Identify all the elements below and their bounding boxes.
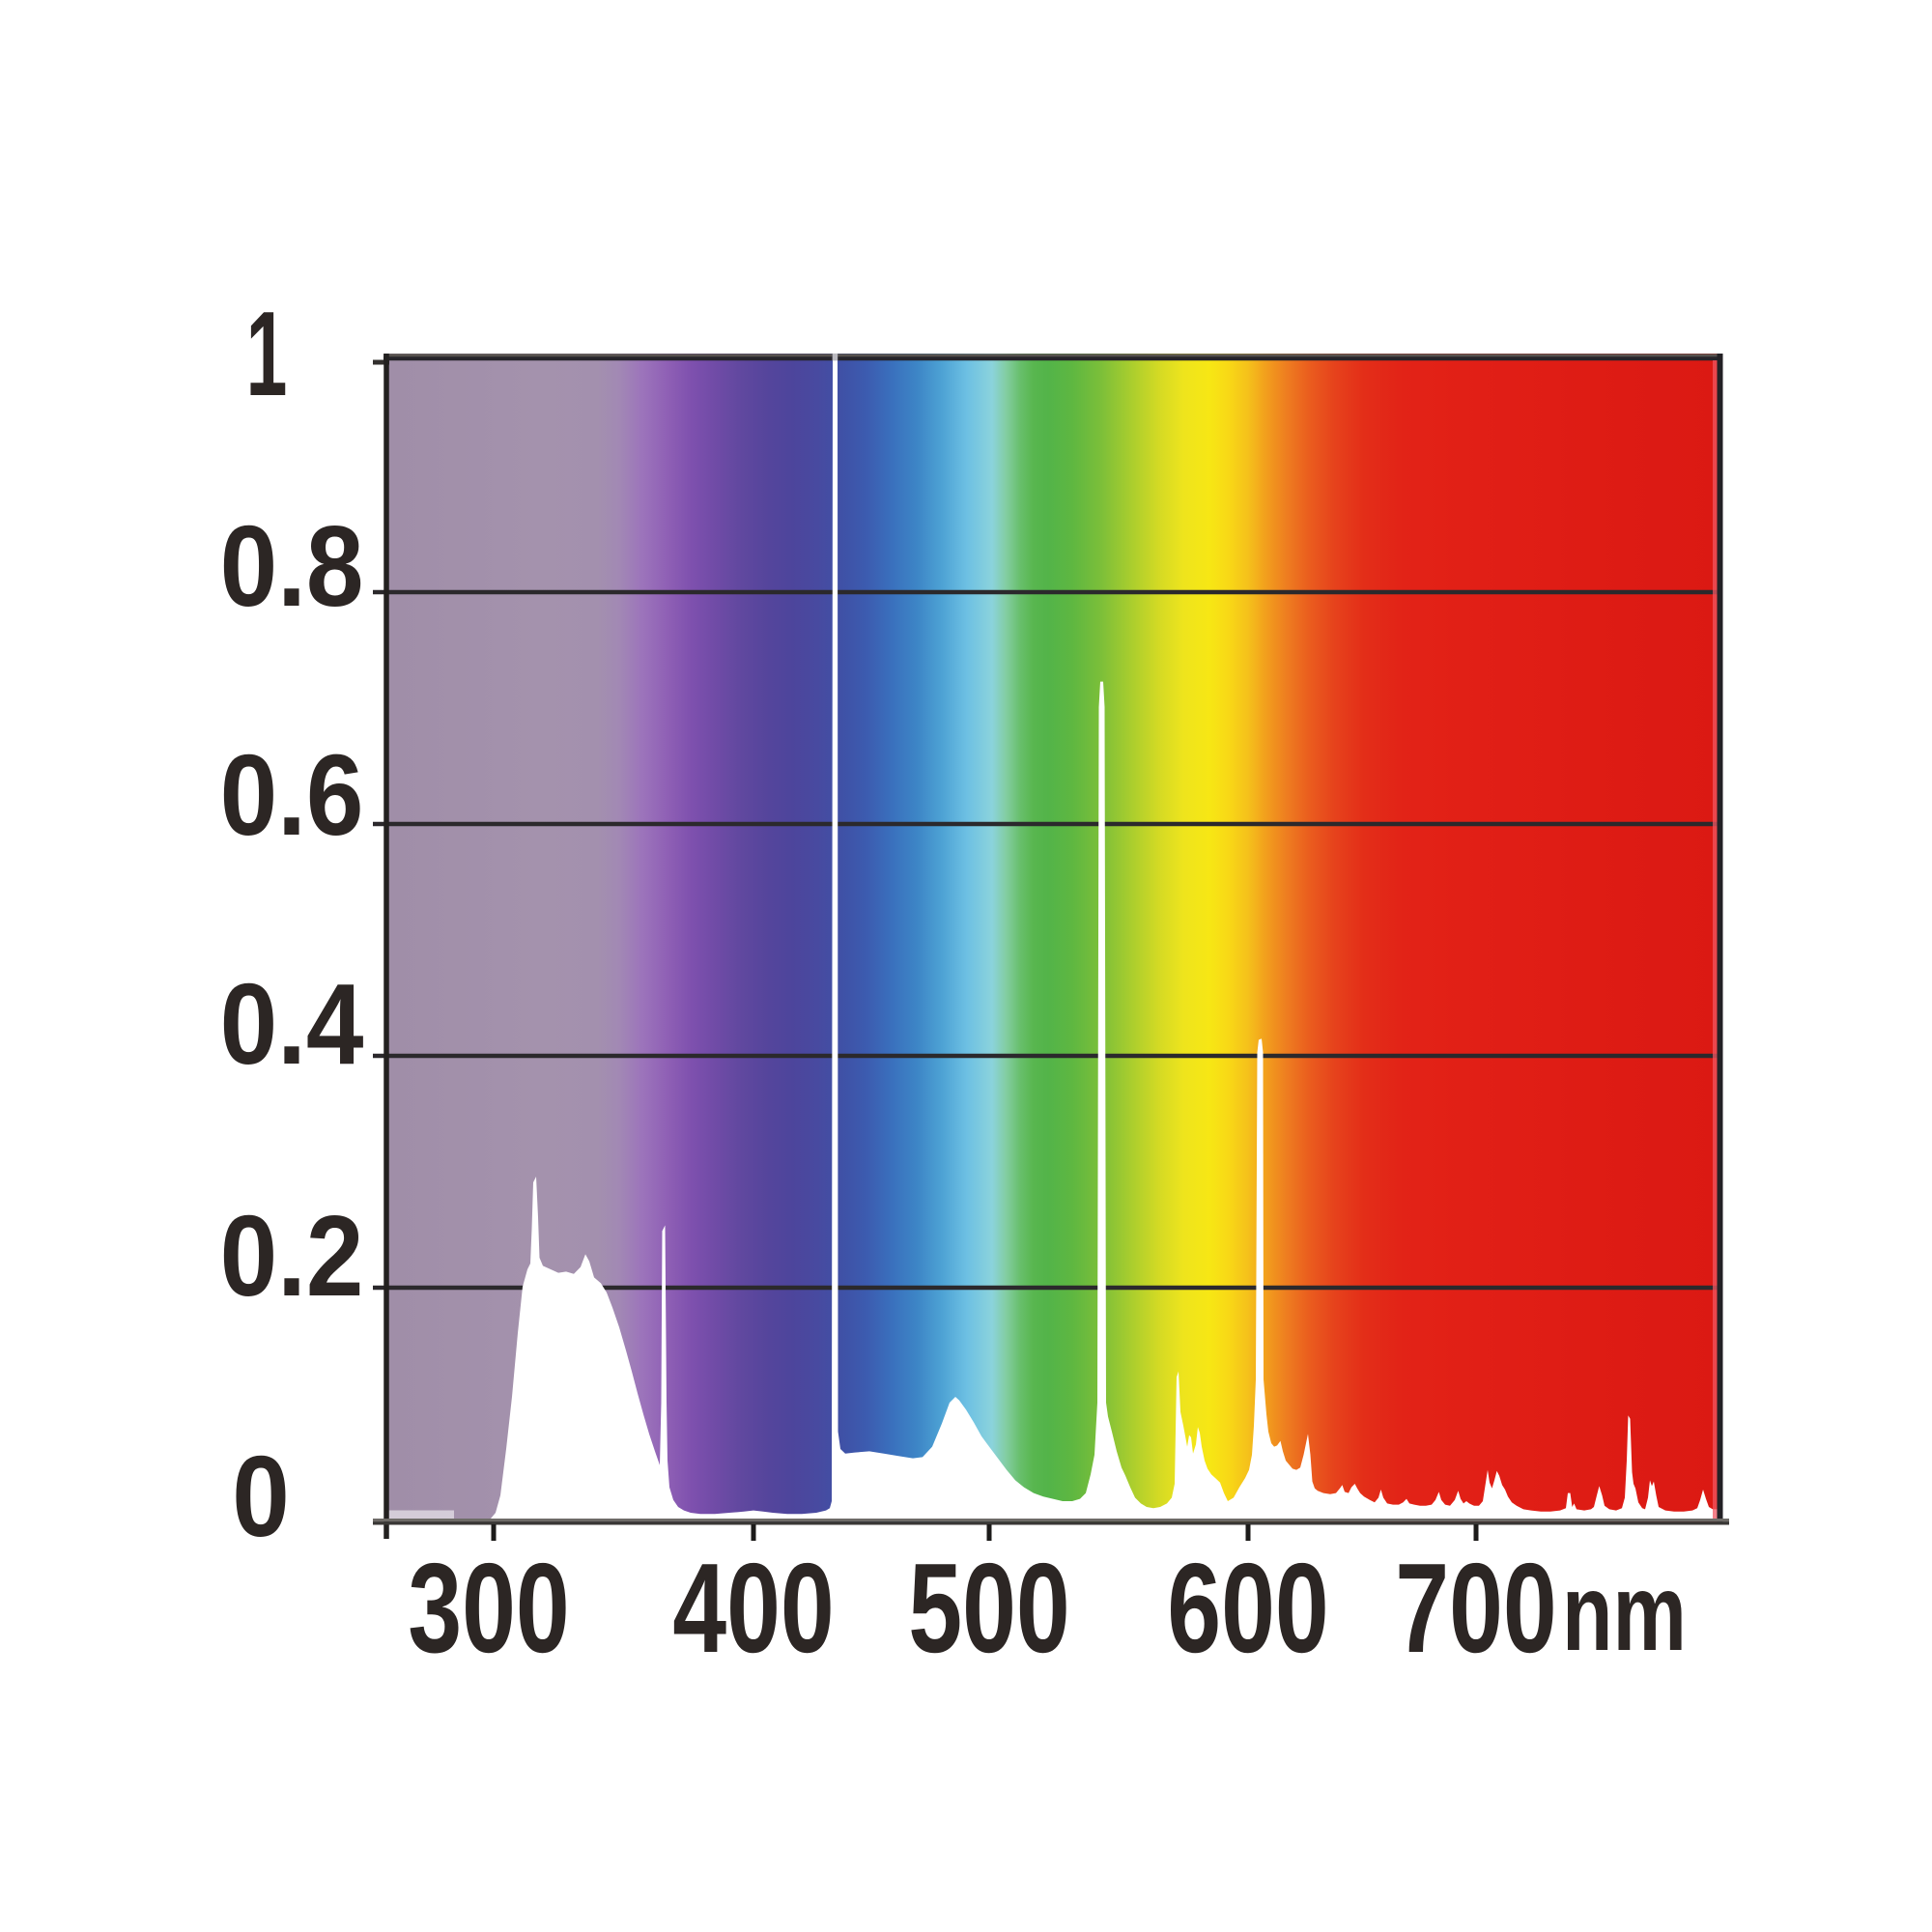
svg-text:1: 1 bbox=[246, 287, 288, 420]
svg-text:300: 300 bbox=[408, 1537, 569, 1679]
svg-text:nm: nm bbox=[1562, 1552, 1687, 1674]
svg-text:500: 500 bbox=[908, 1537, 1069, 1679]
svg-text:0.6: 0.6 bbox=[220, 731, 364, 859]
svg-text:600: 600 bbox=[1167, 1537, 1328, 1679]
svg-text:0.8: 0.8 bbox=[220, 502, 364, 630]
svg-text:0.4: 0.4 bbox=[220, 960, 364, 1088]
svg-text:700: 700 bbox=[1395, 1537, 1556, 1679]
svg-text:400: 400 bbox=[672, 1537, 834, 1679]
svg-text:0: 0 bbox=[232, 1433, 290, 1560]
svg-text:0.2: 0.2 bbox=[220, 1192, 364, 1320]
